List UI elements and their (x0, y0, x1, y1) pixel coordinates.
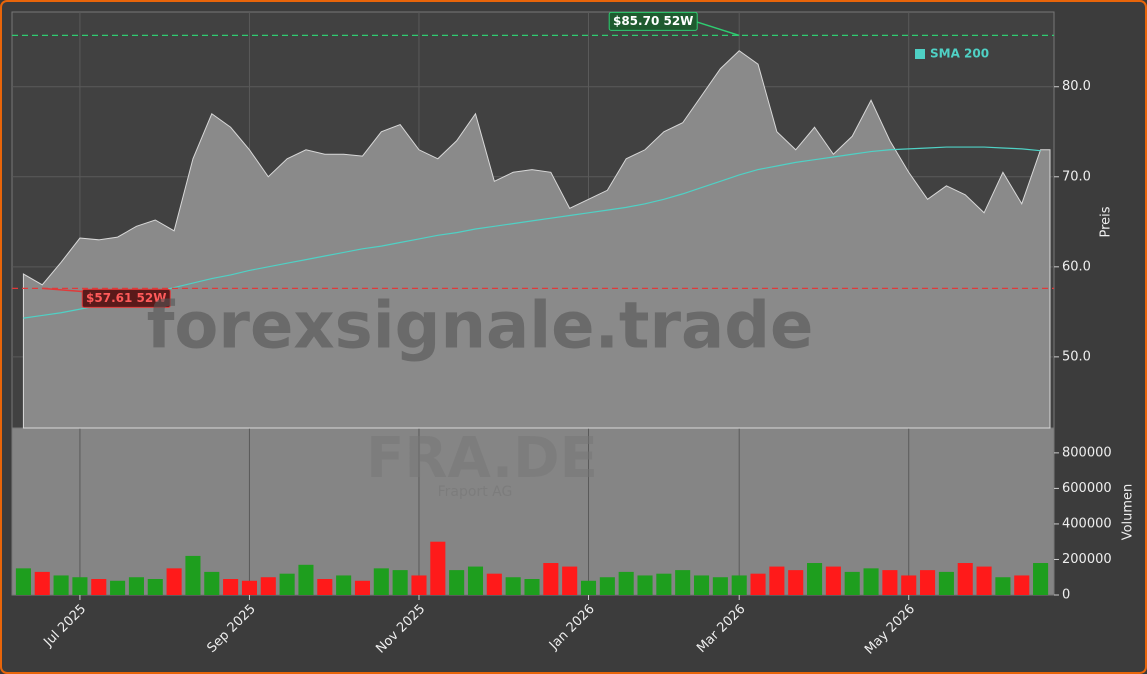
volume-bar (901, 575, 917, 595)
sma-line (23, 146, 1041, 319)
volume-tick-label: 800000 (1062, 445, 1112, 460)
volume-bar (599, 577, 615, 595)
volume-bar (392, 570, 408, 595)
y-tick-label: 50.0 (1062, 349, 1091, 364)
volume-bar (938, 571, 954, 595)
volume-bar (185, 555, 201, 595)
volume-bar (656, 573, 672, 595)
volume-bar (524, 579, 540, 595)
volume-bar (580, 580, 597, 595)
volume-bar (1014, 575, 1030, 595)
volume-bar (467, 566, 484, 595)
volume-bar (166, 568, 182, 595)
company-watermark: Fraport AG (438, 484, 513, 500)
volume-bar (788, 570, 804, 595)
volume-bar (91, 579, 107, 595)
volume-bar (675, 570, 691, 595)
volume-bar (317, 579, 333, 595)
symbol-watermark: FRA.DE (366, 426, 598, 491)
annotation-arrow (694, 20, 740, 37)
volume-bar (505, 577, 521, 595)
y-tick-label: 70.0 (1062, 169, 1091, 184)
volume-bar (260, 577, 276, 595)
volume-bar (976, 566, 992, 595)
volume-bar (110, 580, 126, 595)
volume-bar (562, 566, 578, 595)
volume-bar (336, 575, 352, 595)
volume-bar (807, 563, 823, 595)
legend-swatch (915, 49, 925, 59)
volume-bar (204, 571, 220, 595)
volume-bar (298, 564, 314, 595)
volume-bar (147, 579, 163, 595)
volume-bar (844, 571, 860, 595)
annotation-label: $85.70 52W (613, 14, 693, 28)
volume-bar (241, 580, 257, 595)
volume-bar (411, 575, 427, 595)
volume-bar (486, 573, 502, 595)
volume-bar (731, 575, 747, 595)
volume-bar (430, 541, 446, 595)
volume-bar (128, 577, 144, 595)
volume-bar (373, 568, 389, 595)
volume-bar (223, 579, 239, 595)
y-tick-label: 80.0 (1062, 79, 1091, 94)
volume-bar (750, 573, 766, 595)
y-axis-label: Preis (1099, 206, 1114, 237)
volume-bar (825, 566, 841, 595)
volume-bar (863, 568, 879, 595)
volume-axis-label: Volumen (1121, 484, 1136, 541)
volume-bar (279, 573, 295, 595)
volume-tick-label: 200000 (1062, 552, 1112, 567)
volume-bar (1033, 563, 1049, 595)
annotation-box (81, 288, 171, 308)
volume-bar (618, 571, 634, 595)
volume-bar (72, 577, 88, 595)
volume-bar (920, 570, 936, 595)
legend-label: SMA 200 (930, 47, 989, 61)
y-tick-label: 60.0 (1062, 259, 1091, 274)
volume-bar (712, 577, 728, 595)
volume-bar (882, 570, 898, 595)
watermark: forexsignale.trade (147, 290, 814, 364)
volume-bar (995, 577, 1011, 595)
volume-bar (543, 563, 559, 595)
volume-bar (693, 575, 710, 595)
volume-bar (53, 575, 69, 595)
volume-bar (769, 566, 785, 595)
volume-bar (354, 580, 371, 595)
annotation-box (608, 11, 698, 31)
price-area (22, 50, 1051, 429)
annotation-label: $57.61 52W (86, 291, 166, 305)
volume-bar (957, 563, 973, 595)
volume-tick-label: 0 (1062, 588, 1070, 603)
volume-bar (449, 570, 465, 595)
volume-bar (34, 571, 50, 595)
volume-bar (637, 575, 653, 595)
volume-tick-label: 600000 (1062, 481, 1112, 496)
volume-tick-label: 400000 (1062, 516, 1112, 531)
volume-bar (15, 568, 31, 595)
